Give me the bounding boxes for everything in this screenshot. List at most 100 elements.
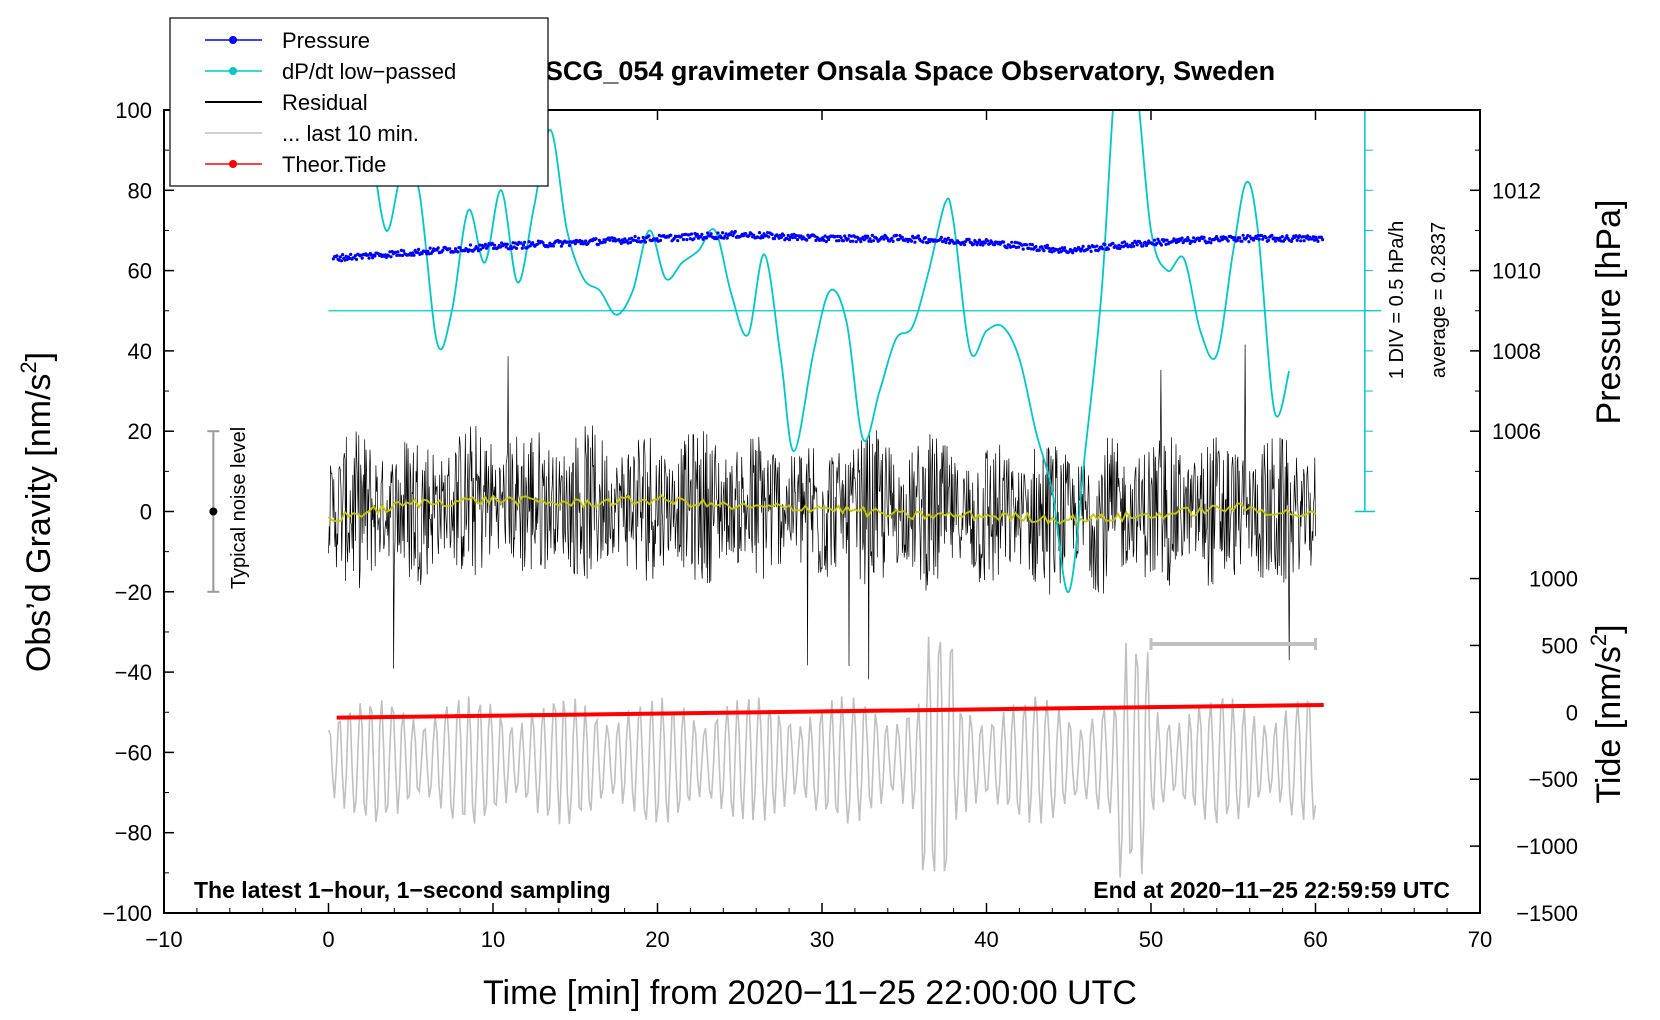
pressure-point: [1163, 238, 1167, 242]
pressure-point: [1034, 245, 1038, 249]
pressure-point: [939, 235, 944, 239]
pressure-point: [1159, 243, 1163, 247]
pressure-point: [486, 244, 490, 248]
pressure-point: [395, 253, 399, 257]
series-pressure-points: [331, 229, 1325, 263]
pressure-point: [1264, 236, 1268, 240]
pressure-point: [890, 236, 894, 240]
series-layer: [207, 109, 1382, 878]
pressure-point: [596, 243, 600, 247]
annotation-bottom-left: The latest 1−hour, 1−second sampling: [194, 877, 611, 903]
pressure-point: [841, 239, 846, 243]
pressure-point: [1209, 241, 1213, 245]
pressure-point: [1241, 233, 1245, 237]
pressure-point: [823, 234, 827, 238]
pressure-point: [425, 252, 429, 256]
pressure-point: [846, 237, 850, 241]
pressure-point: [1248, 234, 1252, 238]
pressure-point: [567, 243, 572, 248]
pressure-point: [1141, 244, 1145, 248]
pressure-point: [692, 237, 696, 241]
pressure-point: [436, 246, 440, 250]
legend-marker: [229, 160, 237, 168]
y-tick-label: 20: [128, 419, 152, 444]
y-tick-label: −60: [115, 740, 152, 765]
pressure-point: [1086, 247, 1090, 251]
pressure-point: [441, 248, 445, 252]
pressure-point: [400, 253, 405, 258]
pressure-point: [848, 239, 853, 243]
legend-items: Pressure dP/dt low−passed Residual ... last…: [205, 28, 456, 177]
pressure-point: [1294, 234, 1298, 238]
pressure-point: [1285, 234, 1289, 238]
pressure-point: [862, 238, 866, 242]
pressure-point: [1270, 233, 1274, 237]
pressure-point: [1155, 241, 1159, 245]
pressure-point: [992, 243, 997, 247]
pressure-point: [1180, 236, 1184, 240]
pressure-point: [513, 241, 518, 245]
pressure-point: [1259, 233, 1264, 238]
pressure-point: [383, 253, 387, 257]
pressure-point: [456, 250, 460, 254]
pressure-point: [426, 249, 430, 253]
series-dpdt-line: [368, 110, 1291, 593]
pressure-point: [1257, 237, 1261, 241]
pressure-point: [349, 252, 353, 256]
pressure-point: [453, 247, 458, 251]
pressure-point: [339, 259, 344, 263]
pressure-point: [369, 253, 373, 257]
pressure-point: [824, 240, 828, 244]
chart-title: SCG_054 gravimeter Onsala Space Observat…: [545, 56, 1275, 86]
pressure-point: [1289, 239, 1294, 243]
pressure-point: [505, 242, 509, 246]
pressure-point: [1111, 241, 1115, 245]
pressure-point: [794, 234, 798, 238]
pressure-point: [709, 232, 713, 236]
pressure-point: [628, 240, 633, 245]
pressure-point: [885, 236, 889, 240]
legend-label: Theor.Tide: [282, 152, 386, 177]
pressure-point: [747, 233, 751, 238]
pressure-point: [504, 245, 508, 249]
pressure-point: [731, 234, 735, 238]
pressure-point: [1101, 247, 1105, 251]
pressure-point: [761, 235, 765, 240]
pressure-point: [531, 241, 535, 245]
pressure-point: [1094, 248, 1098, 252]
x-tick-label: 40: [974, 927, 998, 952]
pressure-point: [854, 240, 858, 244]
pressure-point: [1037, 248, 1041, 252]
pressure-point: [972, 242, 976, 246]
pressure-point: [779, 235, 784, 239]
tide-tick-label: 0: [1566, 700, 1578, 725]
pressure-point: [749, 232, 754, 236]
pressure-point: [354, 257, 359, 261]
pressure-point: [1299, 239, 1303, 243]
pressure-point: [415, 250, 420, 255]
pressure-point: [448, 247, 452, 251]
pressure-point: [1233, 236, 1237, 240]
pressure-point: [417, 247, 421, 251]
pressure-point: [985, 239, 990, 243]
pressure-point: [396, 250, 400, 254]
pressure-point: [891, 239, 895, 243]
pressure-point: [389, 255, 393, 259]
pressure-point: [1095, 244, 1099, 248]
pressure-point: [1165, 238, 1169, 242]
pressure-point: [493, 243, 497, 247]
pressure-point: [1122, 240, 1127, 244]
legend-label: ... last 10 min.: [282, 121, 419, 146]
pressure-point: [1226, 239, 1230, 243]
pressure-point: [833, 235, 838, 239]
pressure-point: [475, 246, 479, 250]
pressure-point: [676, 239, 680, 243]
pressure-point: [706, 231, 710, 235]
y-tick-label: 60: [128, 259, 152, 284]
series-theor-tide-line: [336, 702, 1324, 720]
pressure-point: [1029, 247, 1033, 251]
pressure-point: [827, 237, 831, 242]
pressure-point: [916, 234, 921, 238]
pressure-point: [695, 232, 699, 236]
